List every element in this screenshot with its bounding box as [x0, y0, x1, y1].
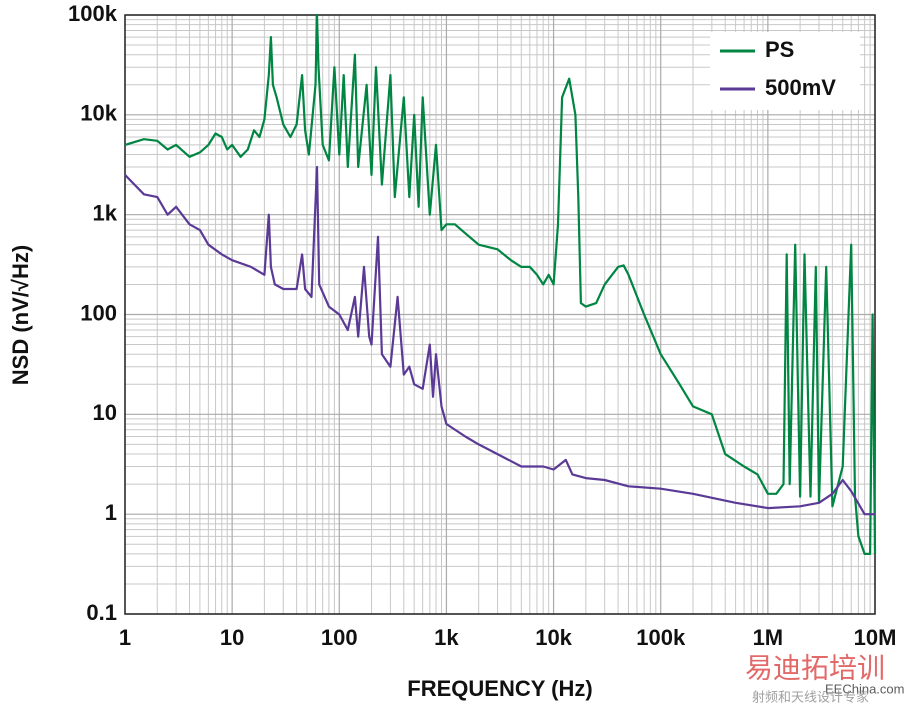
legend-box	[710, 32, 860, 110]
y-tick-label: 1	[105, 500, 117, 525]
y-axis-label: NSD (nV/√Hz)	[8, 245, 33, 385]
x-axis-label: FREQUENCY (Hz)	[407, 676, 592, 701]
x-tick-label: 1	[119, 625, 131, 650]
y-tick-label: 100	[80, 300, 117, 325]
x-tick-label: 100	[321, 625, 358, 650]
y-tick-label: 0.1	[86, 600, 117, 625]
plot-frame	[124, 14, 876, 615]
legend-label: PS	[765, 37, 794, 62]
y-tick-label: 100k	[68, 1, 118, 26]
watermark: EEChina.com	[825, 681, 904, 696]
y-tick-label: 1k	[93, 200, 118, 225]
watermark: 易迪拓培训	[745, 652, 885, 683]
x-tick-label: 10k	[535, 625, 572, 650]
x-tick-label: 1M	[753, 625, 784, 650]
x-tick-label: 10M	[854, 625, 897, 650]
x-tick-label: 1k	[434, 625, 459, 650]
grid	[124, 14, 876, 615]
series-line	[124, 165, 875, 516]
y-tick-label: 10k	[80, 101, 117, 126]
watermark: 射频和天线设计专家	[752, 689, 869, 704]
legend-label: 500mV	[765, 75, 836, 100]
x-tick-label: 10	[220, 625, 244, 650]
y-tick-label: 10	[93, 400, 117, 425]
series-line	[124, 13, 877, 555]
x-tick-label: 100k	[636, 625, 686, 650]
